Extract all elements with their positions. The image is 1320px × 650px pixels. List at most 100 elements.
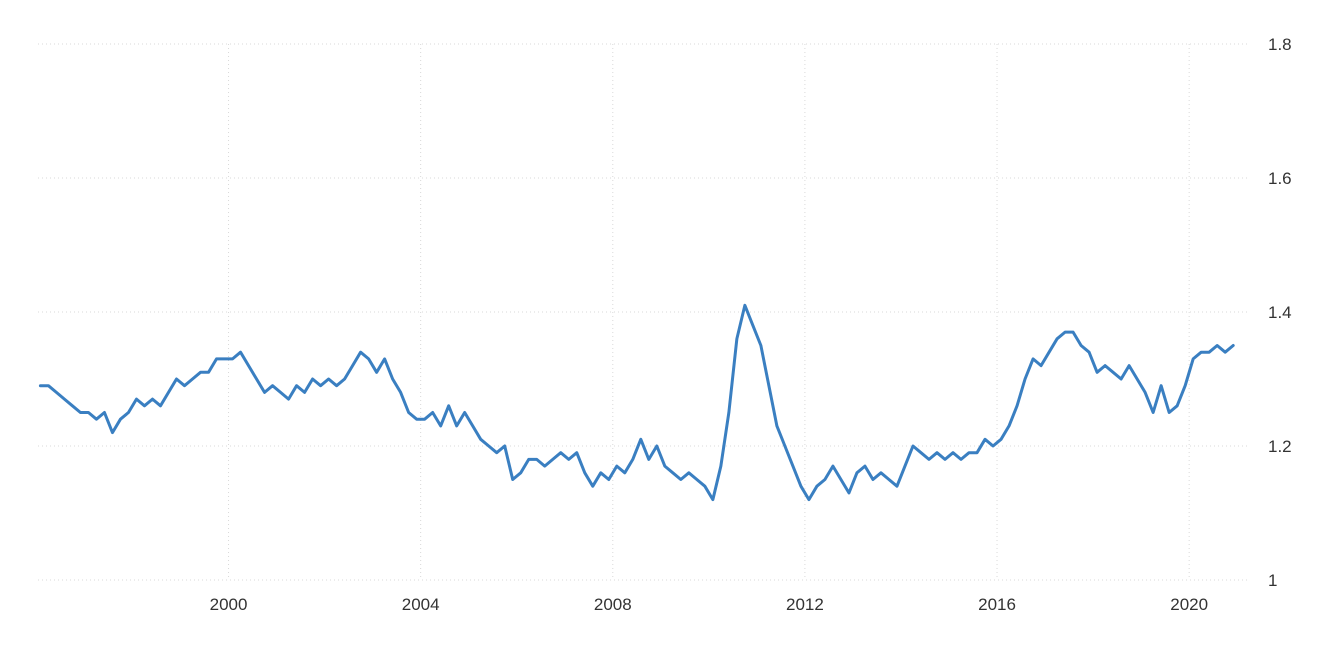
data-point (511, 478, 514, 481)
data-point (928, 458, 930, 461)
data-point (527, 458, 530, 461)
data-point (1120, 378, 1122, 380)
data-point (1096, 371, 1098, 374)
data-point (447, 405, 450, 407)
data-point (543, 465, 546, 467)
data-point (888, 478, 890, 481)
data-point (183, 384, 186, 387)
data-point (271, 384, 274, 387)
data-point (535, 458, 538, 461)
data-point (239, 351, 242, 354)
data-point (824, 478, 826, 481)
data-point (1200, 351, 1202, 354)
data-point (864, 465, 866, 467)
y-tick-label: 1.4 (1268, 303, 1292, 322)
data-point (191, 378, 194, 380)
y-tick-label: 1.2 (1268, 437, 1292, 456)
data-point (383, 358, 386, 360)
data-point (728, 411, 730, 414)
data-point (215, 358, 218, 360)
data-point (231, 358, 234, 360)
data-point (984, 438, 986, 441)
data-point (1176, 405, 1178, 407)
data-point (223, 358, 226, 360)
data-point (696, 478, 698, 481)
data-point (623, 472, 626, 474)
data-point (1136, 378, 1138, 380)
data-point (487, 445, 490, 447)
data-point (960, 458, 962, 461)
data-point (944, 458, 946, 461)
data-point (1160, 384, 1162, 387)
data-point (1016, 405, 1018, 407)
data-point (880, 472, 882, 474)
data-point (607, 478, 610, 481)
data-point (1056, 338, 1058, 340)
data-point (1224, 351, 1226, 354)
data-point (1144, 391, 1146, 394)
data-point (559, 451, 562, 454)
data-point (848, 492, 850, 494)
data-point (55, 391, 58, 394)
x-axis-ticks: 2000 2004 2008 2012 2016 2020 (210, 595, 1208, 614)
data-point (599, 472, 602, 474)
data-point (343, 378, 346, 380)
x-tick-label: 2004 (402, 595, 440, 614)
data-point (1208, 351, 1210, 354)
grid (38, 43, 1250, 581)
data-point (359, 351, 362, 354)
data-point (591, 485, 594, 488)
data-point (1128, 364, 1130, 367)
data-point (495, 451, 498, 454)
data-point (760, 344, 762, 347)
data-point (279, 391, 282, 394)
data-point (255, 378, 258, 380)
y-tick-label: 1.8 (1268, 35, 1292, 54)
x-tick-label: 2016 (978, 595, 1016, 614)
data-point (952, 451, 954, 454)
data-point (471, 425, 474, 427)
data-point (455, 425, 458, 427)
data-point (1112, 371, 1114, 374)
data-point (167, 391, 170, 394)
data-point (367, 358, 370, 360)
data-point (263, 391, 266, 394)
data-point (431, 411, 434, 414)
data-point (1048, 351, 1050, 354)
data-point (135, 398, 138, 400)
data-point (119, 418, 122, 421)
data-point (1216, 344, 1218, 347)
data-point (912, 445, 914, 447)
data-point (631, 458, 634, 461)
data-point (87, 411, 90, 414)
data-point (351, 364, 354, 367)
data-point (776, 425, 778, 427)
data-point (680, 478, 682, 481)
data-point (159, 405, 162, 407)
data-point (407, 411, 410, 414)
data-point (519, 472, 522, 474)
data-point (247, 364, 250, 367)
data-point (816, 485, 818, 488)
data-point (391, 378, 394, 380)
data-point (335, 384, 338, 387)
data-point (71, 405, 74, 407)
data-point (199, 371, 202, 374)
data-point (704, 485, 706, 488)
data-point (904, 465, 906, 467)
data-point (439, 425, 442, 427)
data-point (1040, 364, 1042, 367)
data-point (295, 384, 298, 387)
data-point (143, 405, 146, 407)
data-point (583, 472, 586, 474)
data-point (1192, 358, 1194, 360)
data-point (103, 411, 106, 414)
data-point (1088, 351, 1090, 354)
data-point (992, 445, 994, 447)
data-point (1000, 438, 1002, 441)
data-point (415, 418, 418, 421)
data-point (1008, 425, 1010, 427)
series-layer (38, 303, 1235, 502)
data-point (656, 445, 658, 447)
data-point (319, 384, 322, 387)
